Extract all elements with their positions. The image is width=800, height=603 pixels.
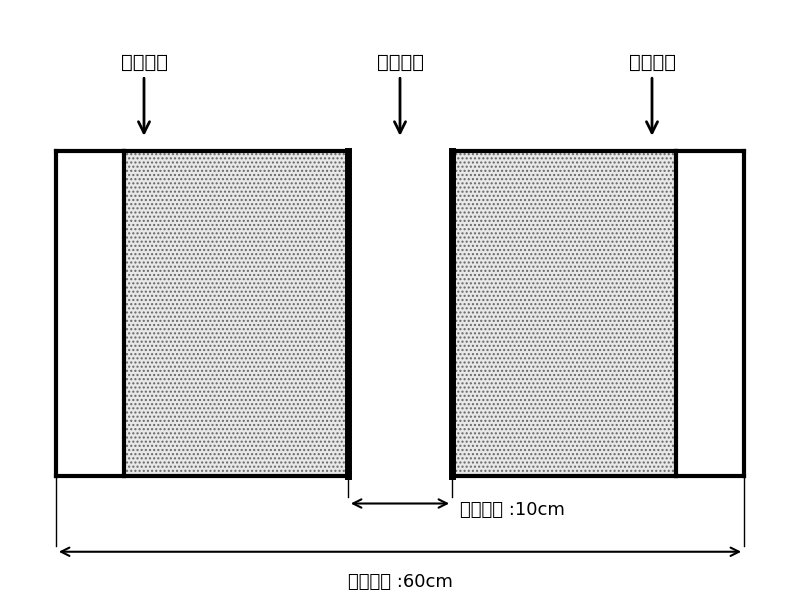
Bar — [56, 151, 124, 476]
Text: 井眼半径 :10cm: 井眼半径 :10cm — [460, 500, 565, 519]
Bar — [124, 151, 348, 476]
Bar — [348, 151, 452, 476]
Bar — [676, 151, 744, 476]
Text: 目标浓度: 目标浓度 — [121, 53, 167, 72]
Text: 探测半径 :60cm: 探测半径 :60cm — [347, 573, 453, 591]
Bar — [452, 151, 676, 476]
Text: 配制浓度: 配制浓度 — [377, 53, 423, 72]
Text: 背景浓度: 背景浓度 — [629, 53, 675, 72]
